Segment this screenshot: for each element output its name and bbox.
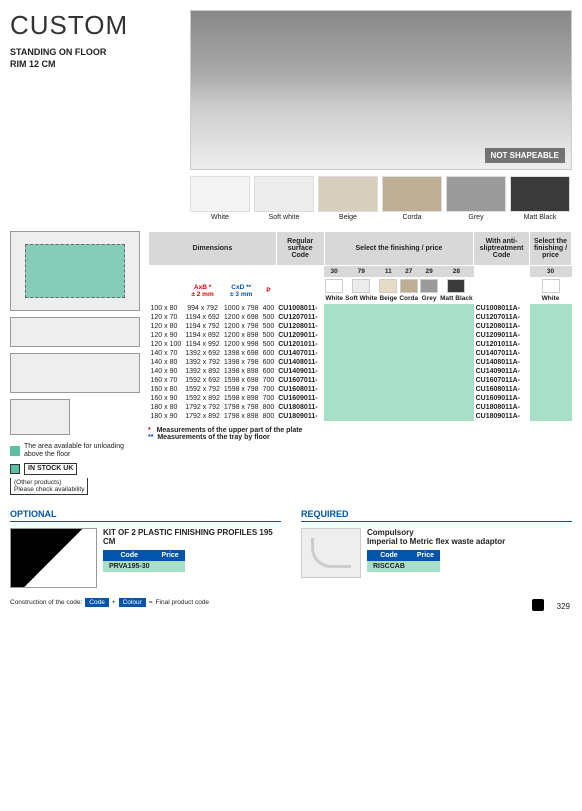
table-row: 160 x 901592 x 8921598 x 898700CU1609011… <box>149 394 572 403</box>
finish-code-num: 30 <box>324 266 344 278</box>
footnote-2: ** Measurements of the tray by floor <box>148 434 572 441</box>
required-title: Imperial to Metric flex waste adaptor <box>367 537 505 546</box>
table-row: 160 x 701592 x 6921598 x 698700CU1607011… <box>149 376 572 385</box>
finish-code-label: Corda <box>398 277 419 304</box>
swatch-box <box>254 176 314 212</box>
table-row: 140 x 701392 x 6921398 x 698600CU1407011… <box>149 349 572 358</box>
swatch-label: Grey <box>446 214 506 221</box>
required-compulsory: Compulsory <box>367 528 505 537</box>
legend-unload-text: The area available for unloading above t… <box>24 443 140 460</box>
finish2-code-label: White <box>530 277 572 304</box>
th-cxd-note: ± 3 mm <box>230 291 252 298</box>
table-row: 180 x 901792 x 8921798 x 898800CU1809011… <box>149 412 572 421</box>
th-axb: AxB * <box>194 284 211 291</box>
swatch: Beige <box>318 176 378 221</box>
table-row: 120 x 901194 x 8921200 x 898500CU1209011… <box>149 331 572 340</box>
finish-code-label: Soft White <box>344 277 378 304</box>
finish-code-label: Grey <box>419 277 439 304</box>
finish-code-label: White <box>324 277 344 304</box>
required-price <box>411 561 440 572</box>
optional-price <box>156 561 185 572</box>
required-code-label: Code <box>367 550 411 561</box>
table-row: 120 x 701194 x 6921200 x 698500CU1207011… <box>149 313 572 322</box>
swatch: White <box>190 176 250 221</box>
diagram-section <box>10 353 140 393</box>
th-dimensions: Dimensions <box>149 232 277 266</box>
swatch-label: White <box>190 214 250 221</box>
optional-code-label: Code <box>103 550 156 561</box>
table-row: 120 x 801194 x 7921200 x 798500CU1208011… <box>149 322 572 331</box>
th-anticode: With anti-sliptreatment Code <box>474 232 530 266</box>
optional-code: PRVA195-30 <box>103 561 156 572</box>
th-cxd: CxD ** <box>231 284 251 291</box>
swatch-box <box>510 176 570 212</box>
page-number: 329 <box>557 602 570 611</box>
subtitle-1: STANDING ON FLOOR <box>10 47 180 59</box>
table-row: 100 x 80994 x 7921000 x 798400CU1008011-… <box>149 304 572 313</box>
construction-note: Construction of the code: Code + Colour … <box>10 598 572 607</box>
finish-code-num: 28 <box>439 266 474 278</box>
th-p: P <box>261 277 277 304</box>
finish-code-num: 79 <box>344 266 378 278</box>
optional-heading: OPTIONAL <box>10 509 281 522</box>
th-selfin: Select the finishing / price <box>324 232 473 266</box>
required-price-label: Price <box>411 550 440 561</box>
swatch-box <box>190 176 250 212</box>
required-code: RISCCAB <box>367 561 411 572</box>
legend-swatch-stock <box>10 464 20 474</box>
subtitle-2: RIM 12 CM <box>10 59 180 71</box>
th-selfin2: Select the finishing / price <box>530 232 572 266</box>
swatch: Grey <box>446 176 506 221</box>
finish-code-label: Matt Black <box>439 277 474 304</box>
legend-swatch-green <box>10 446 20 456</box>
optional-table: CodePrice PRVA195-30 <box>103 550 185 572</box>
diagram-side <box>10 317 140 347</box>
optional-title: KIT OF 2 PLASTIC FINISHING PROFILES 195 … <box>103 528 281 546</box>
finish-code-num: 27 <box>398 266 419 278</box>
table-row: 140 x 901392 x 8921398 x 898600CU1409011… <box>149 367 572 376</box>
required-heading: REQUIRED <box>301 509 572 522</box>
swatch-label: Beige <box>318 214 378 221</box>
legend-stock-text: IN STOCK UK <box>24 463 77 475</box>
swatch-label: Matt Black <box>510 214 570 221</box>
table-row: 160 x 801592 x 7921598 x 798700CU1608011… <box>149 385 572 394</box>
hero-badge: NOT SHAPEABLE <box>485 148 565 163</box>
table-row: 180 x 801792 x 7921798 x 798800CU1808011… <box>149 403 572 412</box>
th-axb-note: ± 2 mm <box>191 291 213 298</box>
diagram-detail <box>10 399 70 435</box>
dimensions-table: Dimensions Regular surface Code Select t… <box>148 231 572 421</box>
legend-other: (Other products) Please check availabili… <box>10 478 88 495</box>
diagram-top <box>10 231 140 311</box>
th-regcode: Regular surface Code <box>276 232 324 266</box>
brand-logo-icon <box>532 599 544 611</box>
required-table: CodePrice RISCCAB <box>367 550 440 572</box>
swatch: Corda <box>382 176 442 221</box>
swatch-label: Corda <box>382 214 442 221</box>
finish-code-num: 11 <box>378 266 398 278</box>
swatch-box <box>446 176 506 212</box>
legend-stock: IN STOCK UK <box>10 463 140 475</box>
swatch: Soft white <box>254 176 314 221</box>
legend-unload: The area available for unloading above t… <box>10 443 140 460</box>
table-row: 140 x 801392 x 7921398 x 798600CU1408011… <box>149 358 572 367</box>
table-row: 120 x 1001194 x 9921200 x 998500CU120101… <box>149 340 572 349</box>
swatch-label: Soft white <box>254 214 314 221</box>
swatch-box <box>382 176 442 212</box>
optional-image <box>10 528 97 588</box>
optional-price-label: Price <box>156 550 185 561</box>
hero-image: NOT SHAPEABLE <box>190 10 572 170</box>
required-image <box>301 528 361 578</box>
finish-code-label: Beige <box>378 277 398 304</box>
swatch: Matt Black <box>510 176 570 221</box>
finish-code-num: 29 <box>419 266 439 278</box>
page-title: CUSTOM <box>10 10 180 41</box>
swatch-box <box>318 176 378 212</box>
footnote-1: * Measurements of the upper part of the … <box>148 427 572 434</box>
finish2-code-num: 30 <box>530 266 572 278</box>
